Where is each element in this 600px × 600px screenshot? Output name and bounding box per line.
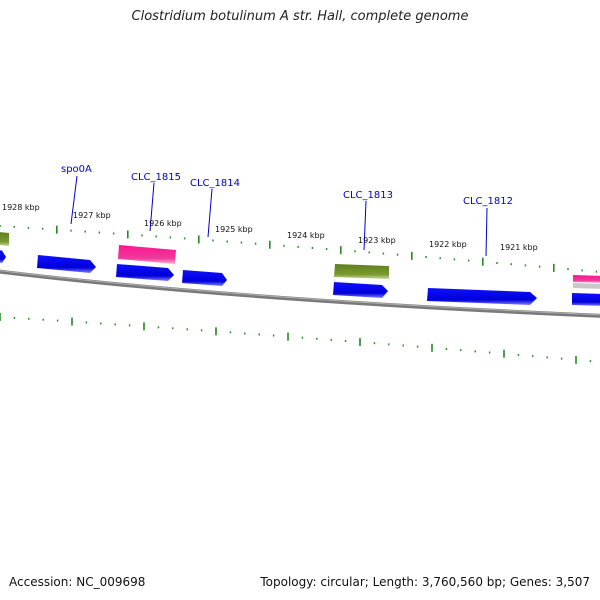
gene-features [0,232,600,306]
cds-feature-clc-1813 [333,282,388,298]
cds-feature-clc-1814 [182,270,227,286]
genome-summary-text: Topology: circular; Length: 3,760,560 bp… [260,575,590,589]
kbp-label-1922: 1922 kbp [429,240,467,249]
trna-feature-clc-1813 [334,264,389,279]
kbp-label-1924: 1924 kbp [287,231,325,240]
gene-label-clc-1812: CLC_1812 [463,196,513,207]
trna-feature-left-edge [0,232,9,246]
kbp-label-1923: 1923 kbp [358,236,396,245]
cds-feature-clc-1815 [116,264,174,281]
feature-right-edge-grey [573,283,600,289]
accession-text: Accession: NC_009698 [9,575,146,589]
cds-feature-left-edge [0,250,6,263]
kbp-label-1928: 1928 kbp [2,203,40,212]
gene-label-clc-1815: CLC_1815 [131,172,181,183]
kbp-label-1921: 1921 kbp [500,243,538,252]
gene-label-spo0A: spo0A [61,164,92,175]
map-title: Clostridium botulinum A str. Hall, compl… [131,9,469,24]
kbp-label-1927: 1927 kbp [73,211,111,220]
kbp-label-1926: 1926 kbp [144,219,182,228]
gene-label-clc-1814: CLC_1814 [190,178,240,189]
upper-tick-ring [0,225,598,273]
cds-feature-clc-1812 [427,288,537,305]
cds-feature-right-edge [572,293,600,306]
rrna-feature-clc-1815 [118,245,176,264]
gene-label-clc-1813: CLC_1813 [343,190,393,201]
gene-label-leaders [70,175,488,257]
genome-backbone [0,269,600,318]
cds-feature-spo0A [37,255,96,273]
kbp-label-1925: 1925 kbp [215,225,253,234]
lower-tick-ring [0,313,592,364]
rrna-feature-right-edge [573,275,600,283]
